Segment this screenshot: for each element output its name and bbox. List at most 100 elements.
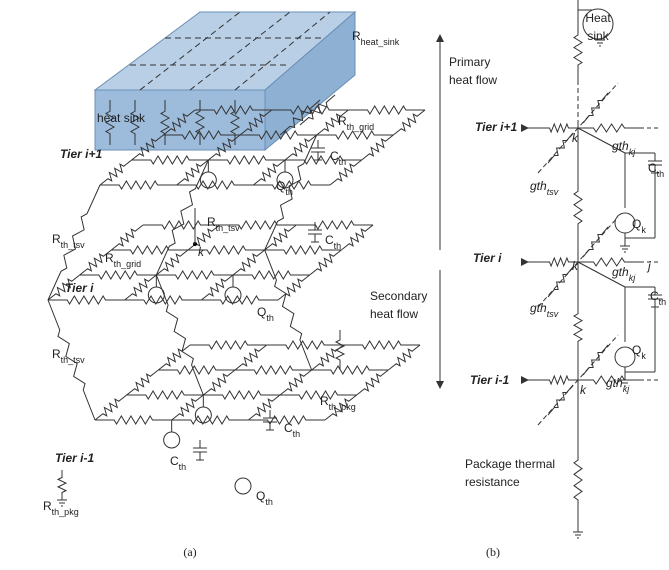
- label-sub: th_pkg: [329, 402, 356, 412]
- resistor: [100, 181, 177, 189]
- label-sub: th: [179, 462, 187, 472]
- label: Tier i: [65, 281, 94, 295]
- label-main: Q: [632, 343, 641, 357]
- figure: heat sink Rheat_sink Rth_grid Tier i+1 Cth Rt…: [0, 0, 669, 570]
- label: Cth: [170, 454, 186, 472]
- label-main: C: [325, 233, 334, 247]
- label-sub: th: [266, 313, 274, 323]
- label-main: Q: [632, 217, 641, 231]
- resistor: [132, 156, 209, 164]
- resistor: [548, 133, 573, 163]
- label-main: R: [320, 394, 329, 408]
- label-sub: tsv: [547, 187, 559, 197]
- label-sub: th: [659, 297, 667, 307]
- resistor: [158, 366, 235, 374]
- heat-source: [235, 478, 251, 494]
- label-main: R: [52, 347, 61, 361]
- label: Cth: [284, 421, 300, 439]
- label-sub: th_tsv: [61, 240, 86, 250]
- label-sub: kj: [623, 384, 631, 394]
- resistor: [312, 366, 389, 374]
- label-main: R: [52, 232, 61, 246]
- label: Rth_pkg: [320, 394, 356, 412]
- label-main: gth: [530, 301, 547, 315]
- resistor: [156, 271, 233, 279]
- label-main: R: [43, 499, 52, 513]
- label-sub: k: [641, 225, 646, 235]
- label-main: Q: [256, 489, 265, 503]
- label-sub: th_tsv: [216, 223, 241, 233]
- label: gthtsv: [530, 179, 559, 197]
- label-main: gth: [606, 376, 623, 390]
- label-sub: heat_sink: [361, 37, 400, 47]
- resistor: [574, 20, 582, 80]
- resistor: [578, 124, 640, 132]
- resistor: [583, 93, 608, 123]
- resistor: [574, 175, 582, 240]
- resistor: [348, 106, 425, 114]
- label-main: k: [572, 259, 579, 273]
- caption: (a): [183, 545, 196, 559]
- resistor: [540, 376, 578, 384]
- label-main: gth: [612, 139, 629, 153]
- heat-source: [225, 287, 241, 303]
- label: j: [646, 259, 651, 273]
- resistor: [548, 385, 573, 415]
- label-main: k: [572, 131, 579, 145]
- resistor: [203, 391, 280, 399]
- label-sub: th: [265, 497, 273, 507]
- label-main: C: [170, 454, 179, 468]
- resistor: [574, 440, 582, 520]
- label: k: [572, 259, 579, 273]
- label-main: R: [105, 251, 114, 265]
- label-main: j: [646, 259, 651, 273]
- label-sub: th_grid: [347, 122, 375, 132]
- label: k: [572, 131, 579, 145]
- label-sub: k: [641, 351, 646, 361]
- caption: (b): [486, 545, 500, 559]
- label: Rth_tsv: [52, 347, 85, 365]
- label: Qth: [257, 305, 274, 323]
- resistor: [285, 156, 362, 164]
- label: Rth_grid: [105, 251, 141, 269]
- label-main: C: [330, 149, 339, 163]
- label-sub: th_tsv: [61, 355, 86, 365]
- label: Qk: [632, 217, 646, 235]
- resistor: [127, 391, 204, 399]
- label: Cth: [325, 233, 341, 251]
- label-main: Tier i+1: [475, 120, 517, 134]
- label-sub: th_pkg: [52, 507, 79, 517]
- label-main: Q: [276, 179, 285, 193]
- label: Qth: [276, 179, 293, 197]
- label: heat flow: [370, 307, 418, 321]
- label-main: R: [338, 114, 347, 128]
- label: gthkj: [612, 265, 636, 283]
- resistor: [578, 258, 640, 266]
- label-main: Tier i-1: [55, 451, 94, 465]
- label: Cth: [648, 161, 664, 179]
- label: Tier i+1: [60, 147, 102, 161]
- label: Qth: [256, 489, 273, 507]
- label-sub: th: [334, 241, 342, 251]
- label: heat flow: [449, 73, 497, 87]
- resistor: [233, 271, 310, 279]
- label-main: C: [284, 421, 293, 435]
- resistor: [190, 341, 267, 349]
- label-main: gth: [612, 265, 629, 279]
- label: gthtsv: [530, 301, 559, 319]
- label: Secondary: [370, 289, 427, 303]
- resistor: [583, 227, 608, 257]
- resistor: [574, 300, 582, 355]
- resistor: [58, 470, 66, 500]
- label-main: gth: [530, 179, 547, 193]
- label: Rth_grid: [338, 114, 374, 132]
- label-main: Tier i+1: [60, 147, 102, 161]
- label-sub: th: [657, 169, 665, 179]
- label-main: k: [198, 245, 205, 259]
- label-main: heat sink: [97, 111, 146, 125]
- label: resistance: [465, 475, 520, 489]
- heat-source: [195, 407, 211, 423]
- label-main: C: [648, 161, 657, 175]
- label: Primary: [449, 55, 490, 69]
- label-sub: kj: [629, 147, 637, 157]
